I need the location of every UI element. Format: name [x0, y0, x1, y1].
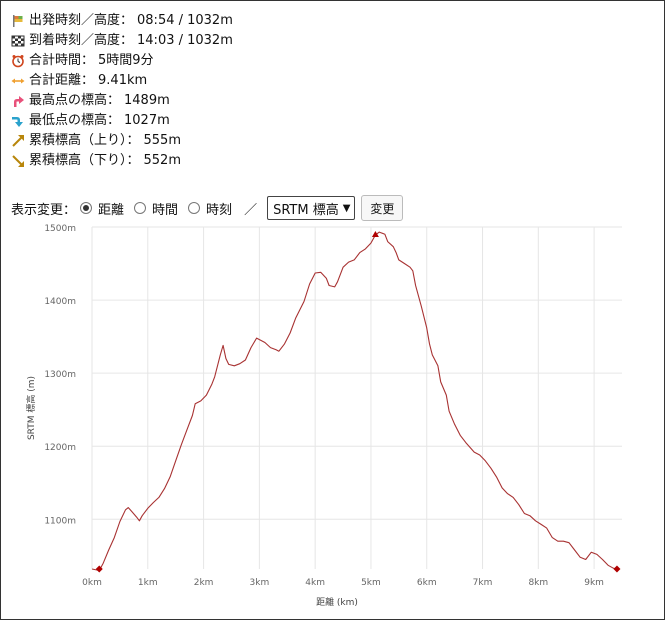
stat-label: 累積標高（下り）： [29, 153, 140, 168]
y-tick-label: 1300m [44, 370, 76, 380]
x-tick-label: 7km [473, 578, 493, 588]
stat-row-total-distance: 合計距離： 9.41km [11, 71, 233, 91]
stat-row-lowest-point: 最低点の標高： 1027m [11, 111, 233, 131]
y-tick-label: 1200m [44, 443, 76, 453]
stat-row-total-time: 合計時間： 5時間9分 [11, 51, 233, 71]
x-tick-label: 3km [250, 578, 270, 588]
change-button[interactable]: 変更 [361, 195, 404, 221]
endpoint-marker [95, 565, 103, 573]
goal-flag-icon [11, 34, 25, 48]
stat-value: 552m [143, 153, 181, 168]
stat-value: 9.41km [98, 73, 148, 88]
radio-distance-dot[interactable] [80, 202, 93, 214]
radio-time-dot[interactable] [134, 202, 147, 214]
y-tick-label: 1400m [44, 297, 76, 307]
y-axis-title: SRTM 標高 (m) [25, 376, 37, 440]
up-arrow-icon [11, 94, 25, 108]
x-tick-label: 0km [82, 578, 102, 588]
radio-time-label: 時間 [152, 202, 179, 218]
stat-label: 合計距離： [29, 73, 95, 88]
ascent-arrow-icon [11, 134, 25, 148]
descent-arrow-icon [11, 154, 25, 168]
x-axis-title: 距離 (km) [316, 596, 358, 608]
stat-value: 1027m [124, 113, 170, 128]
radio-clock-time[interactable]: 時刻 [188, 199, 232, 218]
x-tick-label: 1km [138, 578, 158, 588]
stat-label: 最高点の標高： [29, 93, 121, 108]
separator: ／ [244, 202, 258, 218]
x-tick-label: 9km [584, 578, 604, 588]
stat-value: 5時間9分 [98, 53, 154, 68]
stat-row-highest-point: 最高点の標高： 1489m [11, 91, 233, 111]
elevation-line [91, 231, 618, 572]
chevron-down-icon: ▼ [342, 202, 351, 214]
radio-clock-time-dot[interactable] [188, 202, 201, 214]
stat-value: 14:03 / 1032m [137, 33, 233, 48]
stat-value: 555m [143, 133, 181, 148]
y-tick-label: 1500m [44, 224, 76, 234]
radio-time[interactable]: 時間 [134, 199, 178, 218]
stat-row-cumulative-descent: 累積標高（下り）： 552m [11, 151, 233, 171]
stat-value: 08:54 / 1032m [137, 13, 233, 28]
stat-row-departure: 出発時刻／高度： 08:54 / 1032m [11, 11, 233, 31]
endpoint-marker [613, 565, 621, 573]
stat-label: 最低点の標高： [29, 113, 121, 128]
x-tick-label: 4km [305, 578, 325, 588]
display-change-label: 表示変更： [11, 202, 77, 218]
distance-arrow-icon [11, 74, 25, 88]
start-flag-icon [11, 14, 25, 28]
stat-value: 1489m [124, 93, 170, 108]
stat-label: 到着時刻／高度： [29, 33, 134, 48]
x-tick-label: 8km [528, 578, 548, 588]
elevation-source-select[interactable]: SRTM 標高 ▼ [267, 196, 356, 220]
alarm-clock-icon [11, 54, 25, 68]
x-tick-label: 2km [194, 578, 214, 588]
track-summary: 出発時刻／高度： 08:54 / 1032m 到着時刻／高度： 14:03 / … [11, 11, 233, 171]
elevation-chart: 1100m 1200m 1300m 1400m 1500m 0km 1km 2km 3km 4km… [25, 224, 622, 608]
stat-label: 出発時刻／高度： [29, 13, 134, 28]
stat-label: 合計時間： [29, 53, 95, 68]
radio-distance-label: 距離 [98, 202, 125, 218]
summit-marker [371, 231, 379, 238]
stat-row-arrival: 到着時刻／高度： 14:03 / 1032m [11, 31, 233, 51]
y-tick-label: 1100m [44, 516, 76, 526]
elevation-source-value: SRTM 標高 [273, 202, 339, 218]
x-tick-label: 6km [417, 578, 437, 588]
stat-row-cumulative-ascent: 累積標高（上り）： 555m [11, 131, 233, 151]
radio-distance[interactable]: 距離 [80, 199, 124, 218]
radio-clock-time-label: 時刻 [206, 202, 233, 218]
x-tick-label: 5km [361, 578, 381, 588]
down-arrow-icon [11, 114, 25, 128]
stat-label: 累積標高（上り）： [29, 133, 140, 148]
display-controls: 表示変更： 距離 時間 時刻 ／ SRTM 標高 ▼ 変更 [11, 195, 404, 221]
